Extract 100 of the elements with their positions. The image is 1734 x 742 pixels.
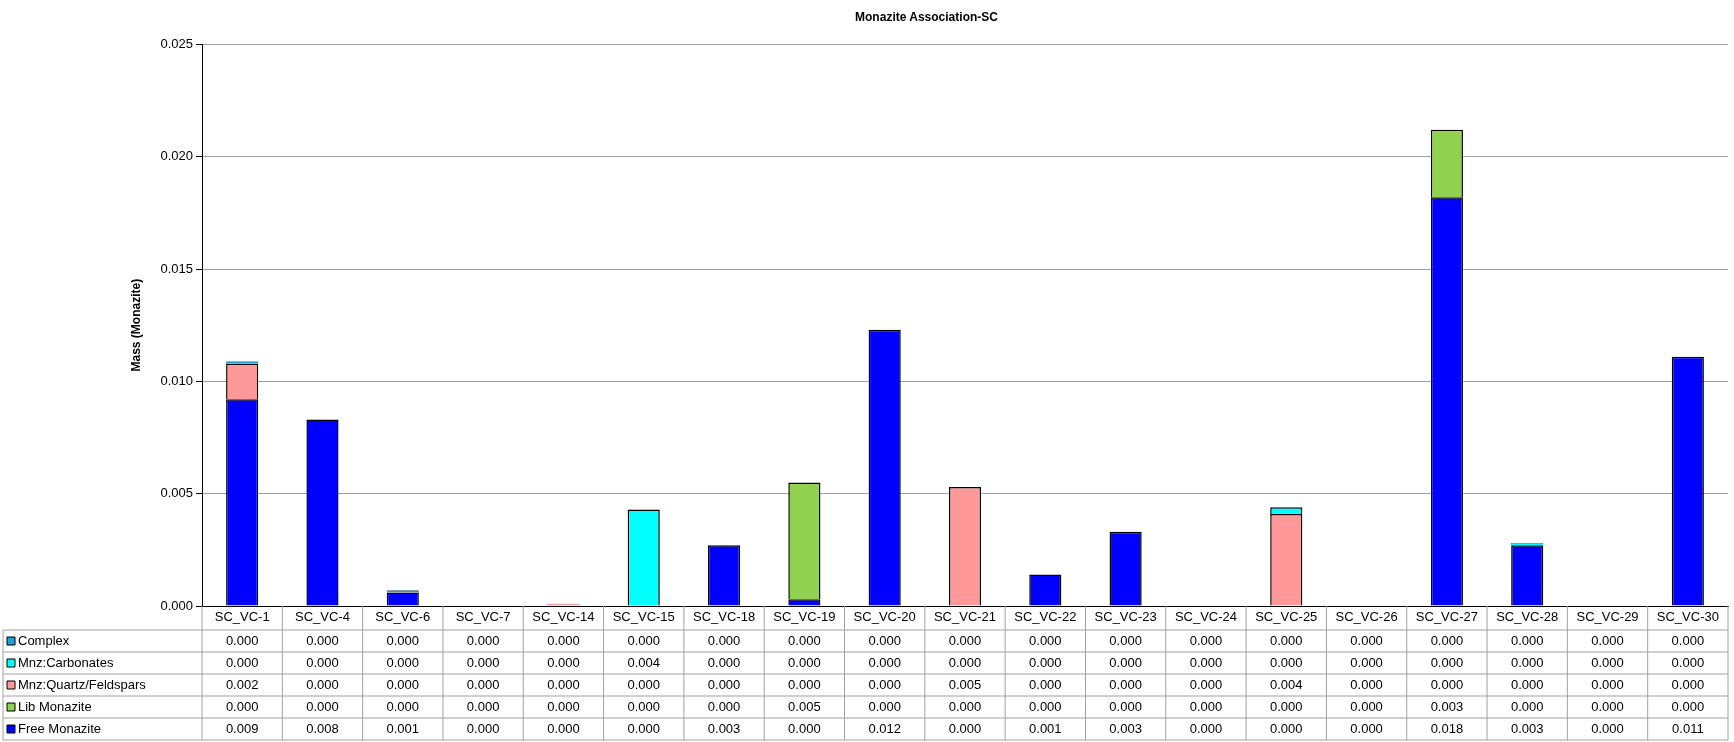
data-label: 0.018 — [1430, 720, 1464, 736]
data-label: 0.008 — [306, 720, 339, 736]
data-label: 0.000 — [948, 654, 982, 670]
data-label: 0.000 — [306, 698, 339, 714]
data-label: 0.000 — [1350, 654, 1383, 670]
data-label: 0.000 — [386, 654, 420, 670]
data-label: 0.000 — [1350, 632, 1383, 648]
data-label: 0.000 — [868, 632, 901, 648]
data-label: 0.000 — [1029, 632, 1062, 648]
y-tick-label: 0.020 — [160, 148, 193, 164]
data-label: 0.000 — [1350, 676, 1383, 692]
chart-title: Monazite Association-SC — [855, 9, 999, 24]
data-label: 0.012 — [868, 720, 901, 736]
data-label: 0.000 — [1269, 720, 1303, 736]
x-tick-label: SC_VC-25 — [1255, 609, 1318, 625]
data-label: 0.003 — [1430, 698, 1464, 714]
data-label: 0.000 — [466, 676, 500, 692]
data-label: 0.000 — [627, 720, 661, 736]
data-label: 0.000 — [948, 698, 982, 714]
data-label: 0.000 — [1109, 654, 1142, 670]
x-tick-label: SC_VC-30 — [1656, 609, 1719, 625]
data-label: 0.000 — [1430, 676, 1464, 692]
data-label: 0.000 — [225, 654, 259, 670]
y-tick-label: 0.000 — [160, 597, 193, 613]
data-label: 0.000 — [1189, 654, 1223, 670]
data-label: 0.000 — [466, 632, 500, 648]
data-label: 0.000 — [707, 654, 741, 670]
data-label: 0.005 — [948, 676, 982, 692]
data-label: 0.000 — [1189, 676, 1223, 692]
y-tick-label: 0.005 — [160, 485, 193, 501]
x-tick-label: SC_VC-4 — [295, 609, 350, 625]
x-tick-label: SC_VC-1 — [214, 609, 270, 625]
data-label: 0.000 — [1109, 698, 1142, 714]
data-label: 0.000 — [788, 632, 821, 648]
x-tick-label: SC_VC-15 — [612, 609, 675, 625]
data-label: 0.000 — [1269, 654, 1303, 670]
data-label: 0.003 — [707, 720, 741, 736]
x-tick-label: SC_VC-6 — [375, 609, 431, 625]
data-label: 0.000 — [868, 698, 901, 714]
data-label: 0.000 — [547, 632, 580, 648]
data-label: 0.000 — [547, 654, 580, 670]
data-label: 0.000 — [306, 654, 339, 670]
data-label: 0.003 — [1510, 720, 1544, 736]
y-tick-label: 0.015 — [160, 260, 193, 276]
data-label: 0.000 — [1671, 676, 1705, 692]
data-label: 0.000 — [1029, 654, 1062, 670]
data-label: 0.000 — [466, 698, 500, 714]
legend-label: Complex — [18, 632, 70, 648]
x-tick-label: SC_VC-14 — [532, 609, 595, 625]
x-tick-label: SC_VC-20 — [853, 609, 916, 625]
data-label: 0.000 — [1189, 632, 1223, 648]
data-label: 0.000 — [948, 632, 982, 648]
data-label: 0.000 — [868, 676, 901, 692]
data-label: 0.000 — [1591, 676, 1624, 692]
data-label: 0.000 — [1350, 720, 1383, 736]
x-tick-label: SC_VC-27 — [1415, 609, 1478, 625]
data-label: 0.004 — [627, 654, 661, 670]
data-label: 0.000 — [1430, 632, 1464, 648]
data-label: 0.000 — [1671, 654, 1705, 670]
data-label: 0.005 — [788, 698, 821, 714]
x-tick-label: SC_VC-21 — [933, 609, 997, 625]
data-label: 0.002 — [225, 676, 259, 692]
data-label: 0.000 — [707, 676, 741, 692]
data-label: 0.000 — [1591, 720, 1624, 736]
legend-label: Mnz:Quartz/Feldspars — [18, 676, 147, 692]
data-label: 0.000 — [1510, 698, 1544, 714]
data-label: 0.000 — [1510, 676, 1544, 692]
data-label: 0.000 — [707, 632, 741, 648]
data-label: 0.000 — [225, 632, 259, 648]
data-label: 0.000 — [1029, 698, 1062, 714]
data-label: 0.000 — [386, 676, 420, 692]
data-label: 0.003 — [1109, 720, 1142, 736]
data-label: 0.000 — [1350, 698, 1383, 714]
data-label: 0.000 — [225, 698, 259, 714]
y-axis-title: Mass (Monazite) — [128, 278, 143, 372]
data-label: 0.000 — [1109, 676, 1142, 692]
data-label: 0.000 — [1109, 632, 1142, 648]
x-tick-label: SC_VC-18 — [692, 609, 756, 625]
data-label: 0.000 — [1029, 676, 1062, 692]
x-tick-label: SC_VC-23 — [1094, 609, 1157, 625]
data-label: 0.000 — [1189, 720, 1223, 736]
data-label: 0.000 — [306, 676, 339, 692]
data-label: 0.000 — [1510, 654, 1544, 670]
x-tick-label: SC_VC-29 — [1576, 609, 1639, 625]
x-tick-label: SC_VC-7 — [455, 609, 511, 625]
x-tick-label: SC_VC-26 — [1335, 609, 1398, 625]
x-tick-label: SC_VC-22 — [1014, 609, 1077, 625]
data-label: 0.000 — [306, 632, 339, 648]
data-label: 0.000 — [1430, 654, 1464, 670]
data-label: 0.000 — [466, 654, 500, 670]
data-label: 0.001 — [386, 720, 420, 736]
data-label: 0.000 — [627, 676, 661, 692]
data-label: 0.000 — [386, 698, 420, 714]
data-label: 0.000 — [1591, 632, 1624, 648]
data-label: 0.000 — [1591, 654, 1624, 670]
data-label: 0.000 — [788, 720, 821, 736]
data-label: 0.000 — [547, 698, 580, 714]
data-label: 0.000 — [1671, 698, 1705, 714]
data-label: 0.000 — [1510, 632, 1544, 648]
legend-label: Lib Monazite — [18, 698, 92, 714]
